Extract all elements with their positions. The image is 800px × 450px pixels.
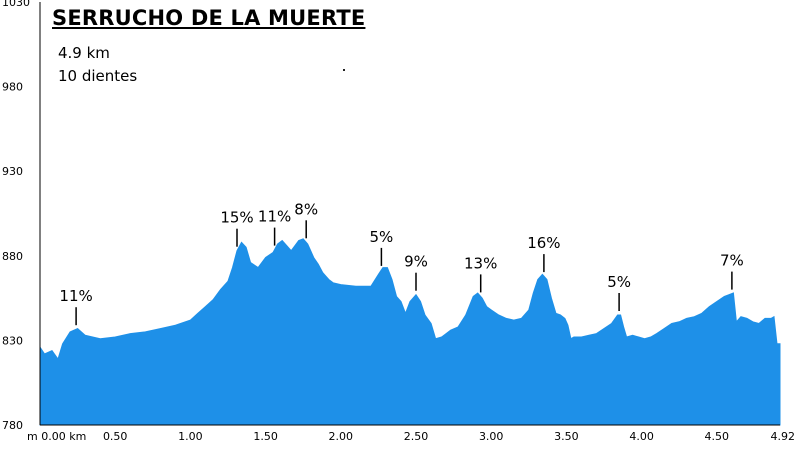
y-tick-label: 930 [2, 165, 23, 178]
chart-title: SERRUCHO DE LA MUERTE [52, 6, 366, 30]
y-tick-label: 880 [2, 250, 23, 263]
x-tick-label: 3.50 [554, 430, 579, 443]
distance-label: 4.9 km [58, 44, 110, 62]
y-tick-label: 780 [2, 419, 23, 432]
teeth-count-label: 10 dientes [58, 67, 138, 85]
grade-label: 16% [527, 234, 560, 252]
grade-label: 11% [258, 208, 291, 226]
x-tick-label: 2.50 [404, 430, 429, 443]
grade-label: 13% [464, 254, 497, 272]
grade-label: 8% [294, 200, 318, 218]
y-tick-label: 830 [2, 334, 23, 347]
x-tick-label: m 0.00 km [27, 430, 86, 443]
x-tick-label: 4.92 [771, 430, 796, 443]
y-tick-label: 1030 [2, 0, 30, 9]
grade-label: 9% [404, 253, 428, 271]
x-tick-label: 2.00 [329, 430, 354, 443]
elevation-area [39, 238, 781, 426]
grade-label: 7% [720, 252, 744, 270]
grade-label: 5% [370, 228, 394, 246]
y-tick-label: 980 [2, 81, 23, 94]
x-tick-label: 3.00 [479, 430, 504, 443]
grade-label: 15% [220, 209, 253, 227]
x-tick-label: 1.00 [178, 430, 203, 443]
grade-label: 11% [59, 287, 92, 305]
x-tick-label: 4.50 [705, 430, 730, 443]
x-tick-label: 0.50 [103, 430, 128, 443]
grade-label: 5% [607, 273, 631, 291]
x-tick-label: 4.00 [629, 430, 654, 443]
stray-dot [343, 69, 345, 71]
x-tick-label: 1.50 [253, 430, 278, 443]
